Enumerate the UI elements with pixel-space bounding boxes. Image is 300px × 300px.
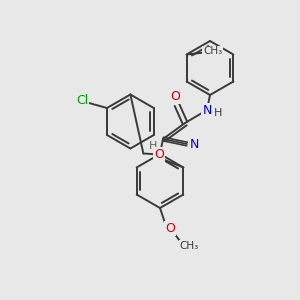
Text: H: H	[149, 141, 157, 151]
Text: CH₃: CH₃	[203, 46, 222, 56]
Text: O: O	[154, 148, 164, 161]
Text: Cl: Cl	[76, 94, 88, 106]
Text: H: H	[214, 108, 222, 118]
Text: N: N	[189, 139, 199, 152]
Text: O: O	[170, 89, 180, 103]
Text: CH₃: CH₃	[179, 241, 199, 251]
Text: N: N	[202, 103, 212, 116]
Text: O: O	[165, 221, 175, 235]
